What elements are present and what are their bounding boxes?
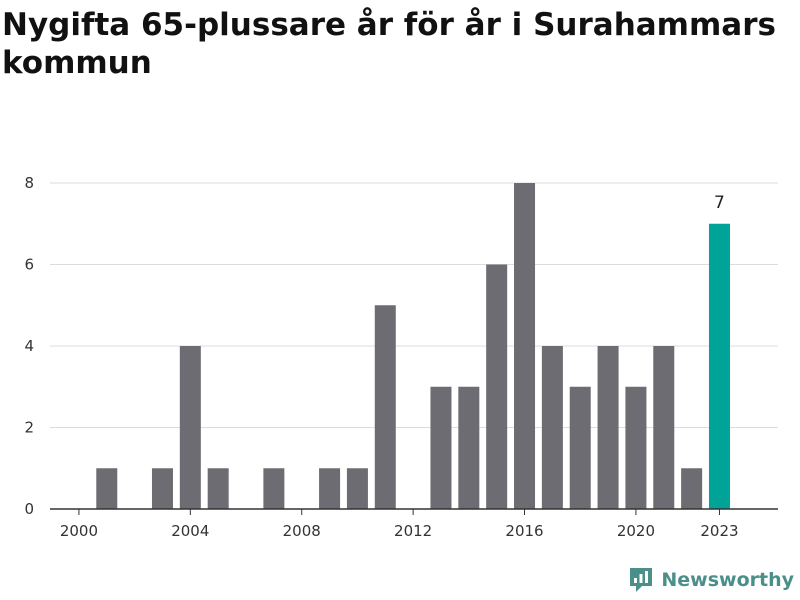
bar: [374, 305, 396, 509]
newsworthy-chart-icon: [630, 568, 653, 592]
bar: [681, 468, 703, 509]
x-axis: [50, 508, 778, 515]
bar: [486, 264, 508, 509]
x-tick-label: 2000: [60, 522, 98, 540]
chart-title: Nygifta 65-plussare år för år i Surahamm…: [2, 7, 776, 81]
bar: [597, 346, 619, 509]
bar: [319, 468, 341, 509]
bar: [96, 468, 118, 509]
x-axis-labels: 2000 2004 2008 2012 2016 2020 2023: [60, 522, 739, 540]
bar: [430, 386, 452, 509]
data-label: 7: [714, 193, 725, 213]
y-tick-label: 0: [24, 500, 34, 518]
bar: [179, 346, 201, 509]
x-tick-label: 2008: [283, 522, 321, 540]
newsworthy-logo: Newsworthy: [628, 566, 794, 594]
bar: [346, 468, 368, 509]
bar: [458, 386, 480, 509]
bar: [708, 223, 730, 509]
brand-name: Newsworthy: [661, 569, 794, 591]
bar: [207, 468, 229, 509]
bars: [96, 183, 730, 509]
x-tick-label: 2012: [394, 522, 432, 540]
bar: [263, 468, 285, 509]
x-tick-label: 2023: [700, 522, 738, 540]
y-tick-label: 6: [24, 256, 34, 274]
bar: [569, 386, 591, 509]
y-tick-label: 8: [24, 174, 34, 192]
x-tick-label: 2016: [505, 522, 543, 540]
bar: [653, 346, 675, 509]
data-labels: 7: [714, 193, 725, 213]
x-tick-label: 2020: [617, 522, 655, 540]
x-tick-label: 2004: [171, 522, 209, 540]
bar: [514, 183, 536, 509]
bar: [151, 468, 173, 509]
bar: [541, 346, 563, 509]
bar: [625, 386, 647, 509]
y-tick-label: 4: [24, 337, 34, 355]
y-axis-labels: 0 2 4 6 8: [24, 174, 34, 518]
y-tick-label: 2: [24, 419, 34, 437]
